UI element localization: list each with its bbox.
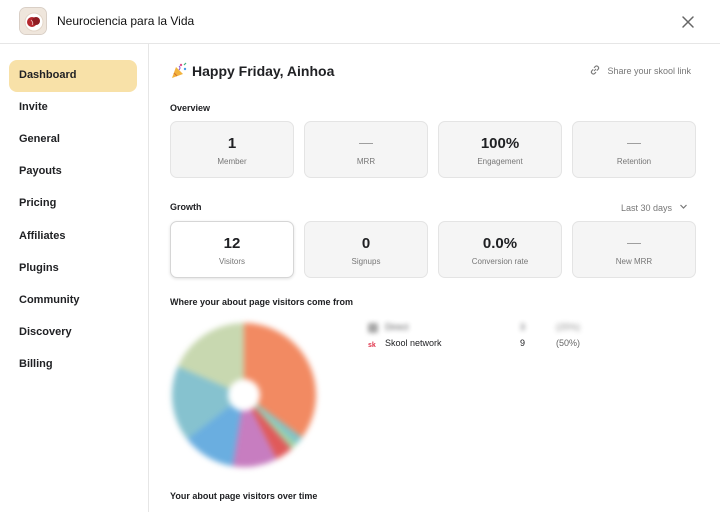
brain-logo-icon (19, 7, 47, 35)
sidebar-item-community[interactable]: Community (9, 285, 137, 317)
sidebar-item-label: Affiliates (19, 230, 66, 242)
share-link-label: Share your skool link (607, 66, 691, 76)
overview-card-retention[interactable]: — Retention (572, 121, 696, 178)
share-skool-link[interactable]: Share your skool link (589, 64, 691, 78)
pie-slice-6 (172, 366, 244, 440)
growth-card-signups[interactable]: 0 Signups (304, 221, 428, 278)
growth-card-new-mrr[interactable]: — New MRR (572, 221, 696, 278)
card-value: 1 (227, 135, 237, 152)
card-label: Member (217, 157, 247, 166)
sidebar-item-affiliates[interactable]: Affiliates (9, 221, 137, 253)
source-name: Skool network (385, 338, 442, 348)
sidebar-item-label: Dashboard (19, 69, 77, 81)
sidebar-item-label: General (19, 133, 60, 145)
source-count: 3 (520, 322, 526, 332)
card-value: 12 (223, 235, 241, 252)
sidebar-item-invite[interactable]: Invite (9, 92, 137, 124)
page-title: Happy Friday, Ainhoa (192, 63, 335, 79)
period-label: Last 30 days (620, 202, 672, 213)
chevron-down-icon (679, 202, 688, 213)
sidebar-item-label: Pricing (19, 197, 57, 209)
party-popper-icon (170, 62, 188, 80)
card-label: Conversion rate (471, 257, 529, 266)
pie-slice-0 (244, 323, 316, 438)
sidebar-item-label: Payouts (19, 165, 62, 177)
source-percent: (50%) (556, 338, 581, 348)
sidebar-item-dashboard[interactable]: Dashboard (9, 60, 137, 92)
card-label: Visitors (218, 257, 246, 266)
sidebar-item-label: Invite (19, 101, 48, 113)
overview-card-members[interactable]: 1 Member (170, 121, 294, 178)
dashboard-main: Happy Friday, Ainhoa Share your skool li… (149, 44, 720, 512)
card-value: 0 (361, 235, 371, 252)
card-value: — (627, 134, 641, 150)
period-select[interactable]: Last 30 days (621, 202, 688, 213)
card-label: Signups (351, 257, 381, 266)
sidebar-item-payouts[interactable]: Payouts (9, 156, 137, 188)
sources-heading: Where your about page visitors come from (170, 297, 354, 307)
svg-text:sk: sk (368, 342, 376, 349)
top-bar: Neurociencia para la Vida (0, 0, 720, 44)
card-value: 100% (480, 135, 520, 152)
pie-center-hole (228, 379, 260, 411)
card-label: Engagement (477, 157, 523, 166)
growth-card-conversion[interactable]: 0.0% Conversion rate (438, 221, 562, 278)
overview-card-engagement[interactable]: 100% Engagement (438, 121, 562, 178)
pie-slice-1 (244, 395, 303, 445)
overview-heading: Overview (170, 103, 211, 113)
pie-slice-5 (187, 395, 244, 467)
card-label: MRR (356, 157, 376, 166)
source-percent: (25%) (556, 322, 581, 332)
pie-slice-3 (244, 395, 292, 460)
settings-sidebar: Dashboard Invite General Payouts Pricing… (0, 44, 149, 512)
growth-card-visitors[interactable]: 12 Visitors (170, 221, 294, 278)
source-row-direct: Direct 3 (25%) (368, 322, 608, 336)
card-label: New MRR (615, 257, 653, 266)
card-value: — (359, 134, 373, 150)
sidebar-item-plugins[interactable]: Plugins (9, 253, 137, 285)
sidebar-item-billing[interactable]: Billing (9, 349, 137, 381)
sidebar-item-discovery[interactable]: Discovery (9, 317, 137, 349)
source-count: 9 (520, 338, 526, 348)
sidebar-item-label: Community (19, 294, 80, 306)
sidebar-item-pricing[interactable]: Pricing (9, 188, 137, 220)
pie-slice-7 (177, 323, 244, 395)
card-label: Retention (616, 157, 652, 166)
sidebar-item-general[interactable]: General (9, 124, 137, 156)
overview-card-mrr[interactable]: — MRR (304, 121, 428, 178)
visitor-sources-pie-chart (172, 323, 316, 467)
pie-slice-2 (244, 395, 297, 450)
growth-heading: Growth (170, 202, 202, 212)
source-row-skool-network: sk Skool network 9 (50%) (368, 338, 608, 352)
sidebar-item-label: Billing (19, 358, 53, 370)
pie-slice-4 (232, 395, 277, 467)
direct-icon (368, 323, 378, 333)
card-value: — (627, 234, 641, 250)
source-name: Direct (385, 322, 409, 332)
card-value: 0.0% (482, 235, 518, 252)
skool-icon: sk (368, 339, 378, 349)
sidebar-item-label: Plugins (19, 262, 59, 274)
close-icon[interactable] (678, 12, 698, 32)
link-icon (589, 64, 601, 78)
sidebar-item-label: Discovery (19, 326, 72, 338)
visitors-over-time-heading: Your about page visitors over time (170, 491, 318, 501)
app-title: Neurociencia para la Vida (57, 14, 195, 28)
